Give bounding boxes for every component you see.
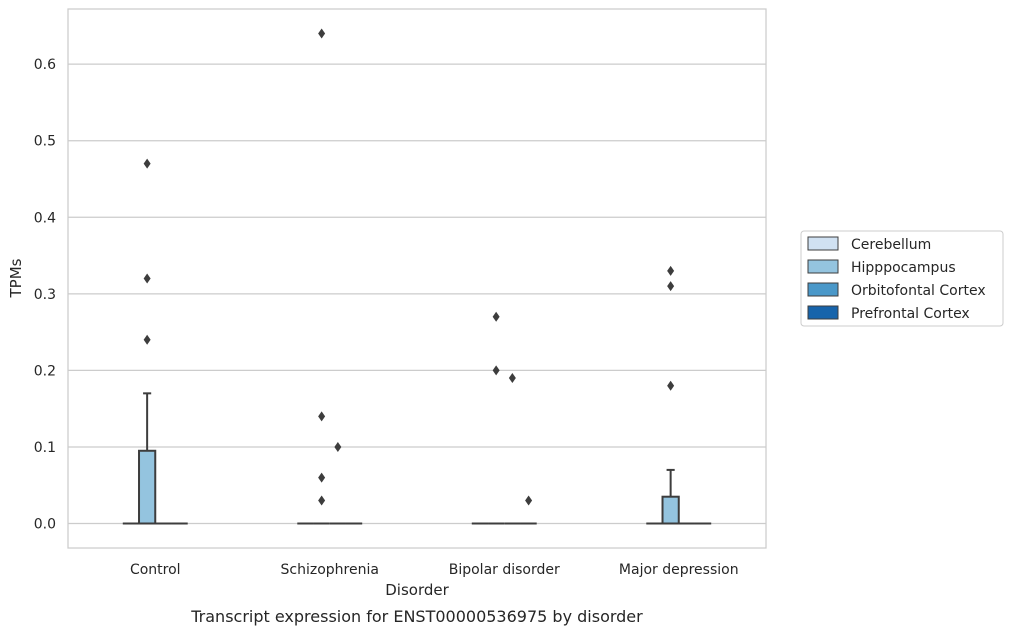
y-tick-label: 0.5 bbox=[34, 134, 56, 150]
outlier-point bbox=[143, 158, 151, 169]
outlier-point bbox=[334, 441, 342, 452]
outlier-point bbox=[667, 380, 675, 391]
legend: Cerebellum Hipppocampus Orbitofontal Corte… bbox=[800, 230, 1004, 327]
legend-swatch bbox=[807, 259, 839, 274]
plot-frame bbox=[67, 8, 767, 549]
outlier-point bbox=[508, 373, 516, 384]
x-tick-label: Schizophrenia bbox=[281, 562, 379, 578]
outlier-point bbox=[318, 28, 326, 39]
gridlines bbox=[68, 63, 766, 525]
outlier-point bbox=[143, 273, 151, 284]
y-tick-label: 0.0 bbox=[34, 517, 56, 533]
box-group bbox=[661, 265, 680, 525]
box bbox=[138, 449, 157, 525]
y-tick-label: 0.4 bbox=[34, 210, 56, 226]
y-tick-label: 0.1 bbox=[34, 440, 56, 456]
box-group bbox=[520, 495, 537, 525]
y-axis-ticks: 0.0 0.1 0.2 0.3 0.4 0.5 0.6 bbox=[34, 57, 56, 532]
outlier-point bbox=[318, 411, 326, 422]
outlier-point bbox=[667, 265, 675, 276]
box-series bbox=[122, 28, 712, 525]
plot-area bbox=[68, 9, 766, 548]
legend-label: Prefrontal Cortex bbox=[851, 306, 970, 322]
box-group bbox=[329, 441, 346, 525]
legend-swatch bbox=[807, 236, 839, 251]
box-group bbox=[504, 373, 521, 525]
y-tick-label: 0.3 bbox=[34, 287, 56, 303]
box-group bbox=[488, 311, 505, 525]
x-tick-label: Bipolar disorder bbox=[449, 562, 560, 578]
chart-title: Transcript expression for ENST0000053697… bbox=[190, 607, 643, 626]
legend-frame bbox=[800, 230, 1004, 327]
legend-swatch bbox=[807, 305, 839, 320]
box-group bbox=[313, 28, 330, 525]
legend-label: Cerebellum bbox=[851, 237, 931, 253]
outlier-point bbox=[667, 281, 675, 292]
legend-swatch bbox=[807, 282, 839, 297]
y-tick-label: 0.6 bbox=[34, 57, 56, 73]
outlier-point bbox=[525, 495, 533, 506]
x-axis-ticks: Control Schizophrenia Bipolar disorder Majo… bbox=[130, 562, 739, 578]
legend-label: Orbitofontal Cortex bbox=[851, 283, 986, 299]
outlier-point bbox=[318, 472, 326, 483]
x-tick-label: Control bbox=[130, 562, 181, 578]
outlier-point bbox=[318, 495, 326, 506]
box bbox=[661, 495, 680, 525]
outlier-point bbox=[143, 334, 151, 345]
x-tick-label: Major depression bbox=[619, 562, 739, 578]
x-axis-label: Disorder bbox=[385, 581, 449, 599]
box-group bbox=[138, 158, 157, 525]
y-axis-label: TPMs bbox=[7, 258, 25, 298]
y-tick-label: 0.2 bbox=[34, 363, 56, 379]
outlier-point bbox=[492, 311, 500, 322]
outlier-point bbox=[492, 365, 500, 376]
legend-label: Hipppocampus bbox=[851, 260, 956, 276]
